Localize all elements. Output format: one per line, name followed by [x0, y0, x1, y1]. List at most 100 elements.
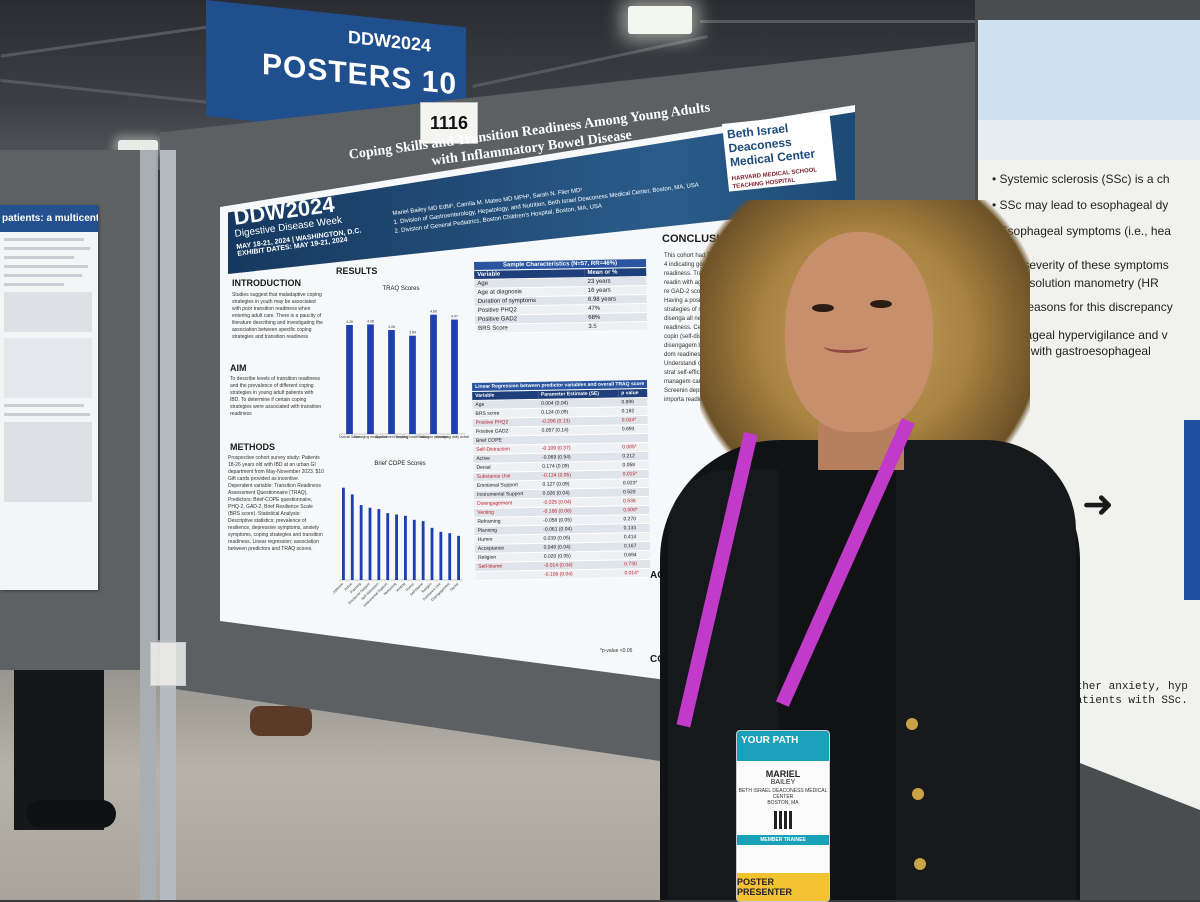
board-post [140, 150, 156, 900]
bar-14 [457, 535, 460, 580]
table-cell [475, 570, 542, 581]
right-poster-bullet: • SSc may lead to esophageal dy [992, 198, 1169, 212]
cardigan-button [912, 788, 924, 800]
right-poster-bullet: • Esophageal symptoms (i.e., hea [992, 224, 1171, 238]
name-badge: YOUR PATH MARIEL BAILEY BETH ISRAEL DEAC… [736, 730, 830, 902]
bar-12 [439, 531, 443, 580]
bar-2 [350, 494, 354, 580]
chart-title: Brief COPE Scores [374, 461, 425, 467]
tick-label: Humor [405, 581, 416, 592]
right-poster-bullet: • The reasons for this discrepancy [992, 300, 1173, 314]
bar-4 [368, 507, 372, 580]
tick-label: Denial [449, 582, 459, 592]
section-heading-intro: INTRODUCTION [232, 278, 301, 288]
bar-1 [346, 324, 353, 434]
data-label: 3.84 [409, 331, 416, 335]
right-poster-bullet: • The severity of these symptoms [992, 258, 1169, 272]
tick-label: Managing medication [354, 435, 387, 439]
section-heading-results: RESULTS [336, 266, 378, 276]
aim-text: To describe levels of transition readine… [230, 376, 322, 417]
tick-label: Acceptance [333, 582, 344, 598]
right-poster-bullet: high-resolution manometry (HR [992, 276, 1159, 290]
data-label: 4.47 [451, 315, 458, 319]
background-shoe [26, 800, 116, 828]
right-poster-bullet: • Systemic sclerosis (SSc) is a ch [992, 172, 1170, 186]
background-shoe [250, 706, 312, 736]
bar-8 [404, 515, 407, 580]
tick-label: Managing daily activities [436, 435, 469, 439]
bar-10 [421, 521, 425, 580]
section-heading-aim: AIM [230, 363, 247, 373]
intro-text: Studies suggest that maladaptive coping … [232, 292, 323, 340]
bar-5 [430, 314, 437, 434]
cardigan-right [896, 440, 1076, 900]
bar-3 [388, 330, 395, 434]
tick-label: Talking to providers [418, 435, 448, 439]
chart-title: TRAQ Scores [382, 286, 419, 292]
left-poster: patients: a multicenter registry study [0, 205, 98, 590]
data-label: 4.66 [430, 310, 437, 314]
bar-4 [409, 335, 416, 434]
bar-6 [386, 513, 390, 580]
conclusions-text: This cohort had TRAQ 4 indicating good o… [664, 253, 724, 403]
board-number: 1116 [420, 102, 478, 144]
plastic-cup [150, 642, 186, 686]
right-poster-bullet: • sophageal hypervigilance and v [992, 328, 1168, 342]
hospital-logo: Beth Israel Deaconess Medical Center HAR… [722, 112, 837, 192]
bar-1 [342, 487, 345, 580]
presenter-eye [870, 300, 892, 308]
tick-label: Tracking health issues [395, 435, 430, 439]
table-cell: 0.014* [621, 568, 651, 578]
board-post [160, 150, 176, 900]
bar-3 [359, 505, 363, 580]
bar-7 [395, 514, 398, 580]
right-poster-bullet: atients with gastroesophageal [992, 344, 1151, 358]
hospital-name: Beth Israel Deaconess Medical Center [726, 121, 816, 170]
data-label: 4.26 [346, 320, 353, 324]
left-poster-title: patients: a multicenter registry study [0, 205, 98, 232]
right-poster-figure [1184, 420, 1200, 600]
sample-characteristics-table: Sample Characteristics (N=57, RR=46%) Var… [474, 258, 648, 334]
data-label: 4.06 [388, 325, 395, 329]
badge-first-name: MARIEL [765, 769, 801, 779]
ceiling-light [628, 6, 692, 34]
table-cell: 3.5 [585, 321, 648, 332]
qr-code-icon [774, 811, 792, 829]
tick-label: Active [343, 582, 353, 592]
poster-presenter-ribbon: POSTER PRESENTER [737, 873, 829, 901]
tick-label: Overall Score [339, 435, 360, 439]
table-cell: BRS Score [475, 322, 586, 334]
tick-label: Venting [395, 582, 406, 593]
bar-5 [377, 509, 381, 580]
tick-label: Religion [421, 582, 433, 594]
banner-logo: DDW2024 [348, 26, 432, 56]
badge-city: BOSTON, MA [767, 800, 799, 806]
bar-11 [430, 527, 434, 580]
background-person [14, 640, 104, 830]
badge-program: YOUR PATH [737, 731, 829, 761]
data-label: 4.28 [367, 319, 374, 323]
cardigan-button [914, 858, 926, 870]
traq-scores-chart: TRAQ Scores 4.26 Overall Score 4.28 Managing… [339, 286, 469, 439]
methods-text: Prospective cohort survey study: Patient… [228, 455, 324, 552]
right-poster-header-band [978, 120, 1200, 160]
bar-2 [367, 324, 374, 434]
section-heading-methods: METHODS [230, 442, 275, 452]
badge-role: MEMBER TRAINEE [737, 835, 829, 845]
presenter-smile [824, 340, 868, 353]
arrow-right-icon: ➜ [1082, 484, 1114, 526]
presenter-eye [812, 304, 834, 312]
badge-last-name: BAILEY [770, 779, 796, 786]
cardigan-button [906, 718, 918, 730]
presenter-face [785, 232, 933, 432]
bar-6 [451, 319, 458, 434]
pvalue-note: *p-value <0.05 [600, 648, 633, 654]
table-cell: -0.108 (0.04) [540, 568, 622, 580]
linear-regression-table: Linear Regression between predictor vari… [472, 379, 651, 581]
bar-9 [412, 519, 416, 580]
badge-organization: BETH ISRAEL DEACONESS MEDICAL CENTER [738, 788, 828, 800]
ceiling-light [118, 140, 158, 152]
bar-13 [448, 533, 452, 580]
tick-label: Appointment keeping [375, 435, 408, 439]
